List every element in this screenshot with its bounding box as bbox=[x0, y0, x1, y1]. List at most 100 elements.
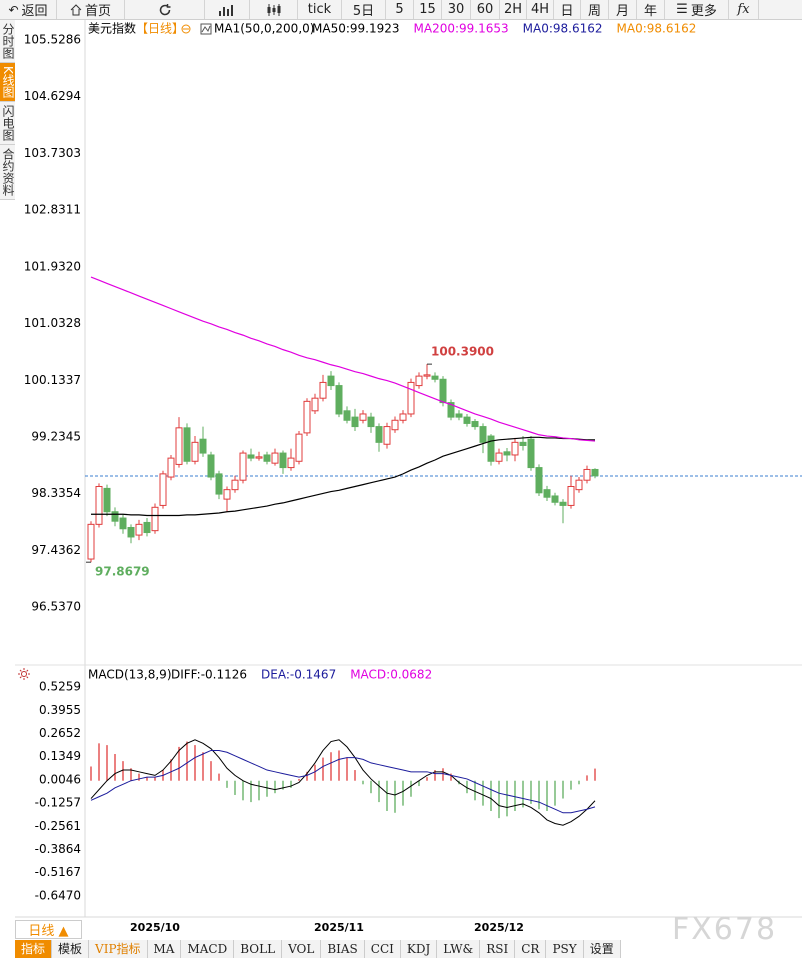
indicator-tabs: 指标 模板 VIP指标 MA MACD BOLL VOL BIAS CCI KDJ LW& RSI CR… bbox=[15, 940, 621, 958]
candle-body bbox=[183, 427, 191, 462]
period-buttons: 5日 5 15 30 60 2H 4H 日周月年 bbox=[342, 0, 665, 19]
candle-body bbox=[463, 416, 471, 424]
x-tick-label: 2025/10 bbox=[130, 921, 180, 934]
period-button[interactable]: 60 bbox=[471, 0, 500, 19]
period-button[interactable]: 日线 ▲ bbox=[15, 920, 82, 939]
chart-title: 美元指数 bbox=[88, 21, 136, 36]
candle-body bbox=[143, 521, 151, 534]
macd-line bbox=[90, 739, 596, 826]
side-tab[interactable]: 分时图 bbox=[0, 20, 15, 63]
candle-body bbox=[383, 426, 391, 445]
indicator-tab[interactable]: BIAS bbox=[321, 940, 365, 958]
candle-body bbox=[151, 506, 159, 532]
candle-body bbox=[199, 438, 207, 454]
formula-button[interactable]: fx bbox=[729, 0, 759, 19]
line-chart-button[interactable] bbox=[205, 0, 250, 19]
candle-body bbox=[191, 441, 199, 462]
legend-entry: MA50:99.1923 bbox=[312, 22, 400, 36]
indicator-tab[interactable]: CCI bbox=[364, 940, 401, 958]
period-button[interactable]: 日 bbox=[554, 0, 581, 19]
indicator-tab[interactable]: BOLL bbox=[234, 940, 283, 958]
period-button[interactable]: 30 bbox=[442, 0, 471, 19]
more-button[interactable]: ☰ 更多 bbox=[665, 0, 729, 19]
indicator-tab[interactable]: VIP指标 bbox=[89, 940, 148, 958]
candle-body bbox=[263, 454, 271, 462]
period-button[interactable]: 周 bbox=[581, 0, 609, 19]
candle-body bbox=[423, 374, 431, 377]
macd-title: MACD(13,8,9) bbox=[88, 668, 172, 682]
period-button[interactable]: 5日 bbox=[342, 0, 386, 19]
y-tick-label: -0.1257 bbox=[35, 796, 81, 810]
candle-body bbox=[239, 452, 247, 481]
candle-body bbox=[295, 433, 303, 462]
candle-body bbox=[319, 381, 327, 399]
home-button[interactable]: 首页 bbox=[57, 0, 125, 19]
side-tab[interactable]: 闪电图 bbox=[0, 101, 15, 145]
back-button[interactable]: ↶ 返回 bbox=[0, 0, 57, 19]
bars-icon bbox=[219, 4, 233, 16]
indicator-icon[interactable] bbox=[200, 23, 212, 35]
home-icon bbox=[70, 3, 82, 15]
candle-body bbox=[495, 452, 503, 462]
candle-body bbox=[447, 402, 455, 418]
watermark: FX678 bbox=[672, 912, 778, 947]
refresh-button[interactable] bbox=[125, 0, 205, 19]
side-tab[interactable]: 合约资料 bbox=[0, 144, 15, 200]
y-tick-label: 104.6294 bbox=[24, 89, 81, 103]
indicator-tab[interactable]: 指标 bbox=[15, 940, 53, 958]
indicator-tab[interactable]: VOL bbox=[282, 940, 322, 958]
y-tick-label: 0.0046 bbox=[39, 772, 81, 786]
indicator-tab[interactable]: 模板 bbox=[52, 940, 90, 958]
candle-body bbox=[287, 457, 295, 469]
y-tick-label: 0.5259 bbox=[39, 680, 81, 694]
indicator-tab[interactable]: CR bbox=[515, 940, 547, 958]
candle-body bbox=[279, 452, 287, 469]
candle-body bbox=[431, 375, 439, 380]
tick-button[interactable]: tick bbox=[298, 0, 342, 19]
candle-body bbox=[471, 421, 479, 428]
period-button[interactable]: 月 bbox=[609, 0, 637, 19]
side-tab[interactable]: K线图 bbox=[0, 63, 15, 102]
y-tick-label: 105.5286 bbox=[24, 33, 81, 47]
y-tick-label: -0.3864 bbox=[35, 842, 81, 856]
indicator-tab[interactable]: LW& bbox=[437, 940, 481, 958]
candle-body bbox=[543, 489, 551, 498]
legend-entry: MACD:0.0682 bbox=[350, 668, 432, 682]
low-label: 97.8679 bbox=[95, 565, 150, 579]
indicator-tab[interactable]: RSI bbox=[480, 940, 516, 958]
indicator-tab[interactable]: MA bbox=[147, 940, 182, 958]
legend-entry: MA0:98.6162 bbox=[617, 22, 697, 36]
period-label: 【日线】 bbox=[136, 22, 184, 36]
candle-body bbox=[311, 397, 319, 412]
y-tick-label: 0.1349 bbox=[39, 749, 81, 763]
indicator-tab[interactable]: KDJ bbox=[400, 940, 438, 958]
candle-body bbox=[303, 400, 311, 434]
period-button[interactable]: 年 bbox=[637, 0, 665, 19]
y-tick-label: -0.2561 bbox=[35, 819, 81, 833]
indicator-label: MA1(50,0,200,0) bbox=[214, 22, 314, 36]
legend-entry: MA200:99.1653 bbox=[414, 22, 509, 36]
candle-body bbox=[255, 456, 263, 459]
back-label: 返回 bbox=[21, 4, 48, 19]
candle-button[interactable] bbox=[250, 0, 298, 19]
indicator-tab[interactable]: PSY bbox=[546, 940, 584, 958]
candle-body bbox=[567, 485, 575, 506]
period-button[interactable]: 4H bbox=[527, 0, 554, 19]
sun-icon[interactable] bbox=[18, 668, 30, 680]
candle-body bbox=[119, 517, 127, 530]
indicator-tab[interactable]: MACD bbox=[181, 940, 235, 958]
candle-body bbox=[207, 454, 215, 478]
candle-body bbox=[231, 479, 239, 491]
candle-body bbox=[591, 468, 599, 477]
candle-body bbox=[415, 375, 423, 387]
macd-line bbox=[90, 749, 596, 814]
period-button[interactable]: 15 bbox=[414, 0, 442, 19]
candle-body bbox=[175, 427, 183, 465]
indicator-tab[interactable]: 设置 bbox=[583, 940, 621, 958]
period-button[interactable]: 5 bbox=[386, 0, 414, 19]
settings-icon[interactable] bbox=[181, 24, 191, 34]
period-button[interactable]: 2H bbox=[500, 0, 527, 19]
x-tick-label: 2025/12 bbox=[474, 921, 524, 934]
